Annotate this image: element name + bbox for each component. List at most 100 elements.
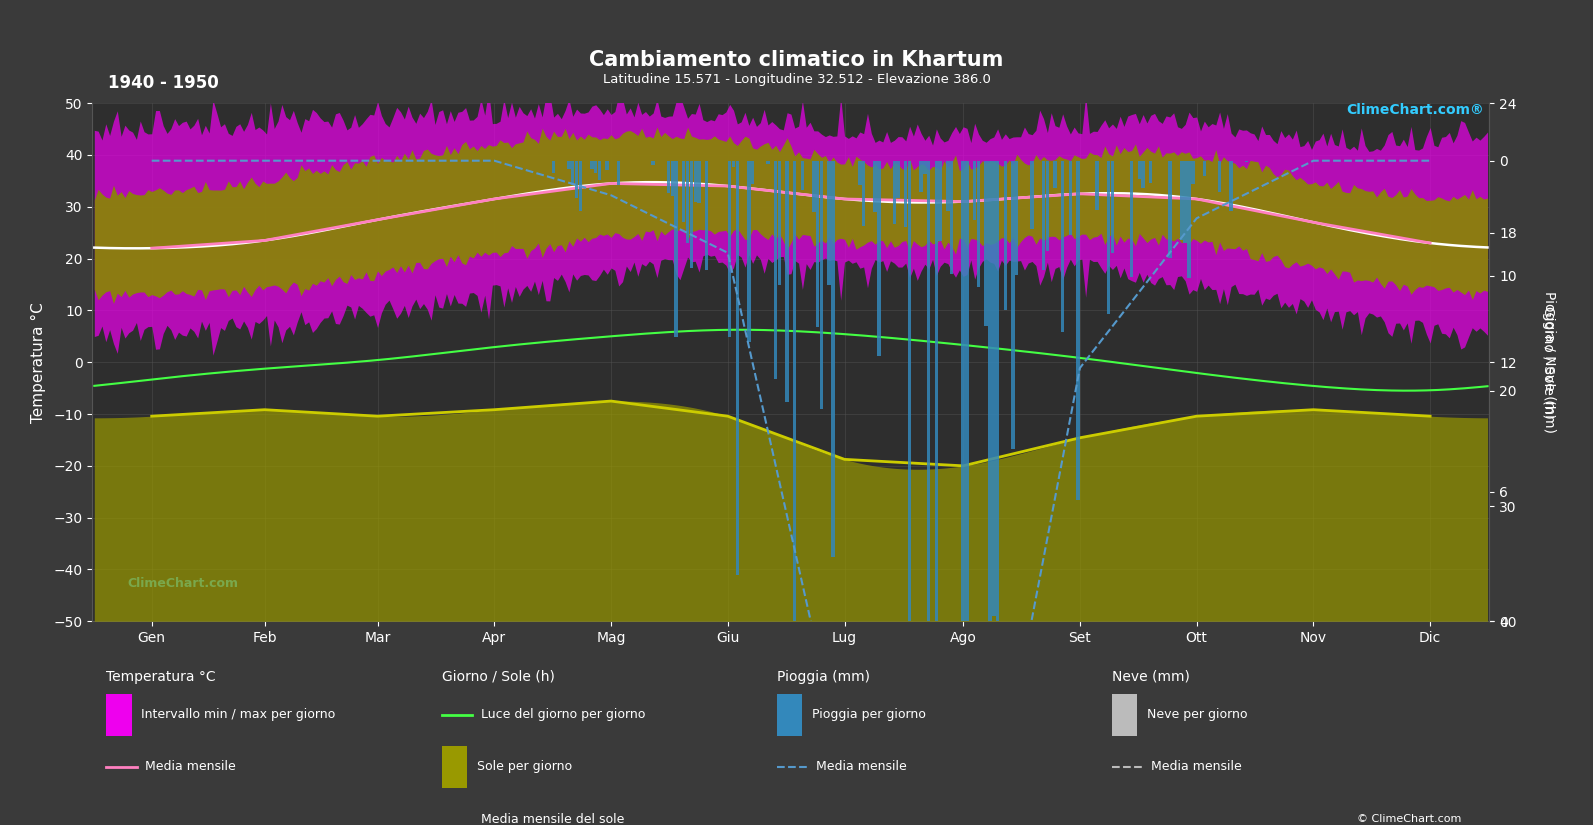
Y-axis label: Giorno / Sole (h): Giorno / Sole (h) [1542,306,1556,418]
Text: Cambiamento climatico in Khartum: Cambiamento climatico in Khartum [589,50,1004,69]
Bar [832,161,835,557]
Bar [1107,161,1110,314]
Bar [1168,161,1171,258]
Bar [1012,161,1015,449]
Bar [820,161,824,408]
Bar [996,161,999,733]
Bar [1203,161,1206,176]
Bar [992,161,996,616]
Bar [897,161,900,199]
Bar [1192,161,1195,184]
Bar [862,161,865,227]
Bar [667,161,671,193]
Bar [1031,161,1034,229]
Text: Luce del giorno per giorno: Luce del giorno per giorno [481,708,645,721]
Bar [441,746,467,788]
Bar [1184,161,1187,243]
Text: Sole per giorno: Sole per giorno [476,761,572,774]
Bar [859,161,862,186]
Bar [1069,161,1072,235]
Bar [949,161,953,274]
Bar [728,161,731,337]
Bar [1053,161,1056,188]
Text: Latitudine 15.571 - Longitudine 32.512 - Elevazione 386.0: Latitudine 15.571 - Longitudine 32.512 -… [602,73,991,86]
Bar [908,161,911,825]
Bar [1149,161,1152,182]
Text: Media mensile: Media mensile [816,761,906,774]
Bar [1110,161,1114,253]
Bar [1077,161,1080,500]
Bar [774,161,777,380]
Bar [962,161,965,825]
Y-axis label: Temperatura °C: Temperatura °C [32,302,46,422]
Bar [1141,161,1145,188]
Text: ClimeChart.com: ClimeChart.com [127,578,239,590]
Text: 1940 - 1950: 1940 - 1950 [108,74,220,92]
Bar [924,161,927,174]
Text: Pioggia (mm): Pioggia (mm) [777,670,870,684]
Bar [750,161,755,184]
Bar [1004,161,1007,310]
Bar [938,161,941,242]
Bar [1045,161,1050,251]
Bar [919,161,922,192]
Bar [736,161,739,575]
Bar [927,161,930,793]
Bar [567,161,570,169]
Bar [1015,161,1018,275]
Text: Media mensile: Media mensile [145,761,236,774]
Bar [878,161,881,356]
Text: Giorno / Sole (h): Giorno / Sole (h) [441,670,554,684]
Bar [1187,161,1190,279]
Bar [777,161,781,285]
Bar [652,161,655,165]
Bar [905,161,908,227]
Bar [785,161,789,403]
Bar [1179,161,1184,240]
Bar [693,161,698,202]
Bar [1112,694,1137,736]
Bar [801,161,804,190]
Bar [589,161,594,169]
Bar [1137,161,1141,179]
Bar [973,161,977,220]
Bar [1244,161,1249,163]
Bar [1096,161,1099,210]
Bar [816,161,819,328]
Bar [935,161,938,825]
Bar [977,161,980,287]
Bar [671,161,674,196]
Bar [616,161,620,186]
Bar [984,161,988,326]
Bar [107,694,132,736]
Bar [766,161,769,164]
Bar [1042,161,1045,270]
Bar [747,161,750,342]
Bar [706,161,709,270]
Bar [570,161,575,186]
Bar [682,161,685,222]
Bar [827,161,832,285]
Bar [777,694,803,736]
Bar [674,161,677,337]
Bar [594,161,597,172]
Text: Pioggia per giorno: Pioggia per giorno [812,708,926,721]
Bar [793,161,796,825]
Bar [687,161,690,243]
Text: © ClimeChart.com: © ClimeChart.com [1357,814,1461,824]
Text: Intervallo min / max per giorno: Intervallo min / max per giorno [142,708,336,721]
Text: ClimeChart.com®: ClimeChart.com® [1346,103,1483,117]
Bar [1219,161,1222,192]
Text: Neve (mm): Neve (mm) [1112,670,1190,684]
Bar [597,161,601,180]
Text: Neve per giorno: Neve per giorno [1147,708,1247,721]
Bar [575,161,578,198]
Text: Media mensile: Media mensile [1152,761,1243,774]
Bar [1230,161,1233,211]
Bar [731,161,736,167]
Text: Media mensile del sole: Media mensile del sole [481,813,624,825]
Bar [892,161,895,224]
Bar [605,161,609,170]
Bar [873,161,876,211]
Bar [551,161,556,173]
